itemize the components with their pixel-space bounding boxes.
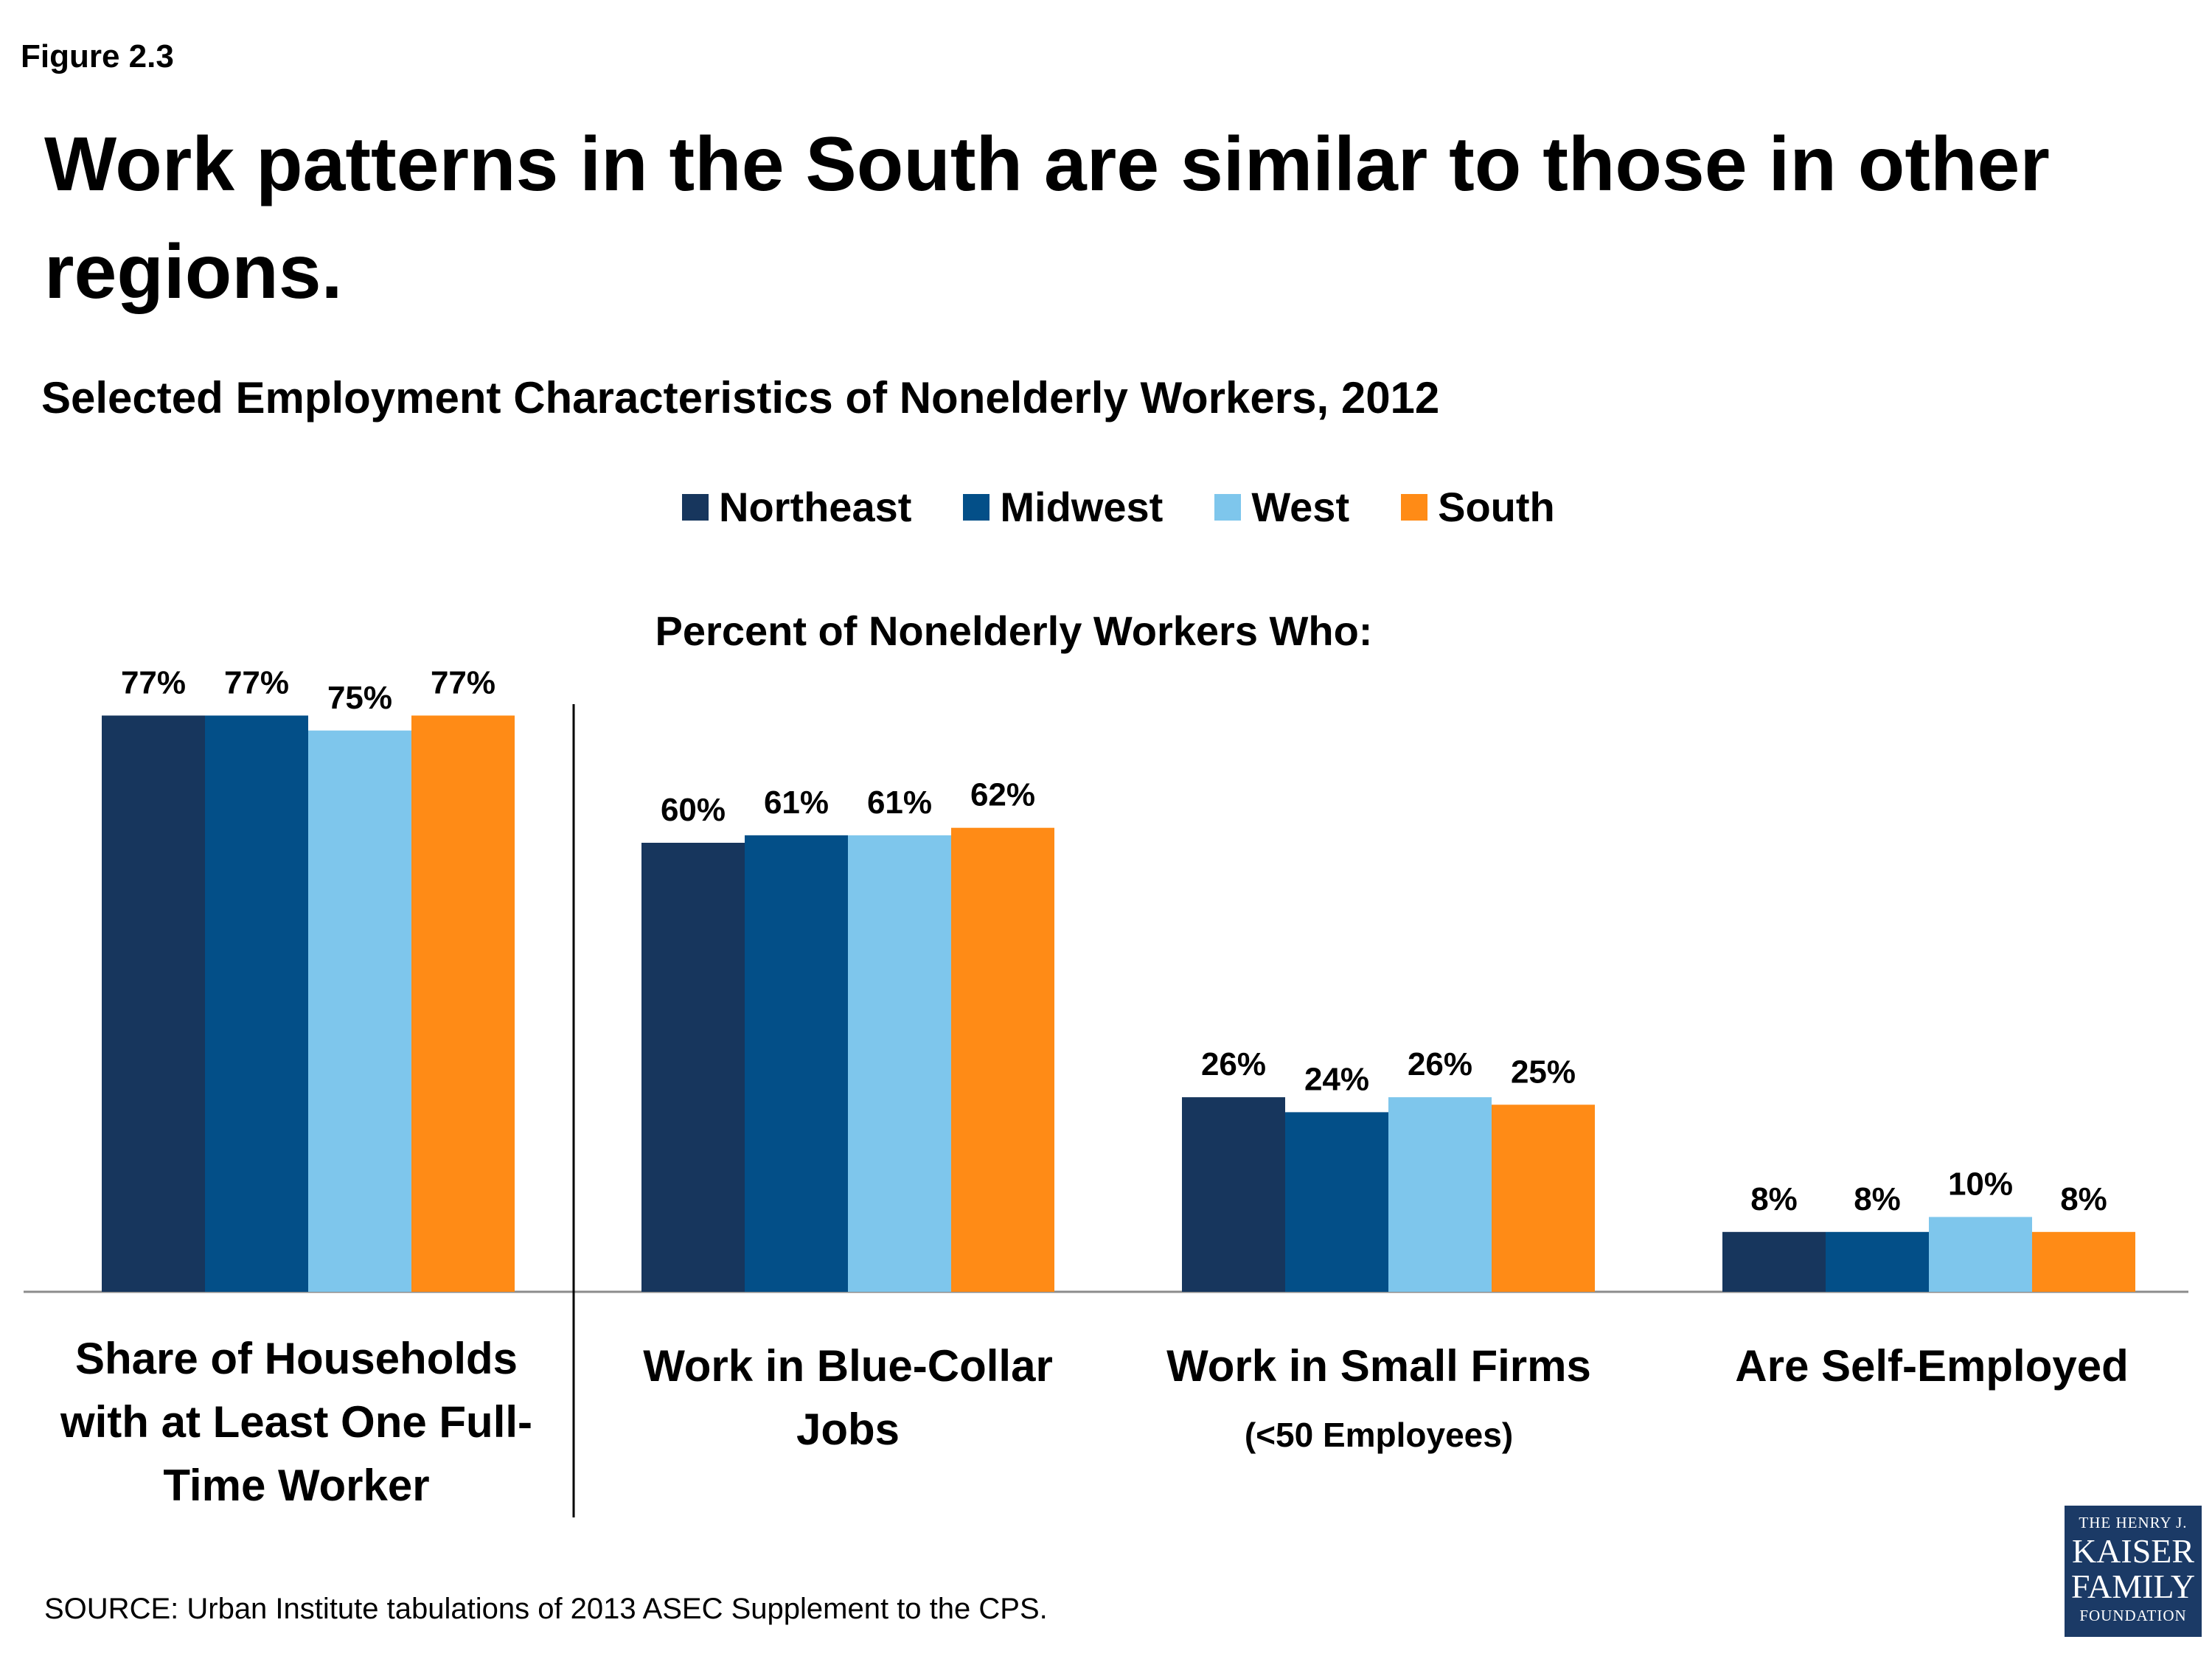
- bar-south-4: [2032, 1231, 2135, 1292]
- legend-label: West: [1251, 484, 1350, 530]
- bar-midwest-2: [745, 835, 848, 1292]
- x-tick-label: Are Self-Employed: [1696, 1335, 2168, 1398]
- x-tick-text: Work in Blue-Collar Jobs: [643, 1341, 1053, 1454]
- data-label: 61%: [867, 785, 932, 821]
- chart-title: Selected Employment Characteristics of N…: [41, 373, 1440, 422]
- data-label: 24%: [1304, 1061, 1369, 1097]
- data-label: 25%: [1511, 1054, 1576, 1090]
- bar-west-2: [848, 835, 951, 1292]
- bar-northeast-1: [102, 715, 205, 1292]
- x-tick-text: Share of Households with at Least One Fu…: [60, 1334, 533, 1510]
- bar-west-3: [1388, 1097, 1492, 1292]
- x-tick-text: Are Self-Employed: [1735, 1341, 2129, 1391]
- data-label: 62%: [970, 777, 1035, 813]
- chart-annotation: Percent of Nonelderly Workers Who:: [655, 608, 1373, 654]
- legend-swatch: [1214, 493, 1242, 521]
- legend-label: South: [1438, 484, 1555, 530]
- page-title: Work patterns in the South are similar t…: [44, 122, 2050, 315]
- bar-midwest-1: [205, 715, 308, 1292]
- logo-line: KAISER: [2071, 1532, 2195, 1570]
- data-label: 10%: [1948, 1166, 2013, 1203]
- x-tick-label: Work in Blue-Collar Jobs: [612, 1335, 1084, 1461]
- legend-swatch: [963, 493, 990, 521]
- bar-northeast-4: [1722, 1231, 1826, 1292]
- bar-south-2: [951, 827, 1054, 1292]
- legend-label: Midwest: [1000, 484, 1164, 530]
- bar-northeast-3: [1182, 1097, 1285, 1292]
- legend-label: Northeast: [719, 484, 912, 530]
- data-label: 77%: [431, 664, 495, 700]
- bar-west-1: [308, 730, 411, 1292]
- x-tick-label: Share of Households with at Least One Fu…: [38, 1327, 554, 1517]
- legend-item: West: [1214, 483, 1349, 531]
- bar-midwest-4: [1826, 1231, 1929, 1292]
- legend-swatch: [1401, 493, 1428, 521]
- x-tick-label: Work in Small Firms (<50 Employees): [1135, 1335, 1622, 1472]
- data-label: 26%: [1201, 1046, 1266, 1082]
- data-label: 60%: [661, 792, 726, 828]
- data-label: 75%: [327, 680, 392, 716]
- logo-line: FOUNDATION: [2079, 1607, 2187, 1624]
- bar-midwest-3: [1285, 1112, 1388, 1292]
- data-label: 77%: [224, 664, 289, 700]
- bar-south-1: [411, 715, 515, 1292]
- x-tick-subtext: (<50 Employees): [1244, 1416, 1514, 1454]
- source-note: SOURCE: Urban Institute tabulations of 2…: [44, 1593, 1048, 1625]
- x-tick-text: Work in Small Firms: [1166, 1341, 1591, 1391]
- legend-item: Midwest: [963, 483, 1163, 531]
- bar-south-3: [1492, 1105, 1595, 1292]
- data-label: 8%: [1854, 1181, 1901, 1217]
- legend-item: South: [1401, 483, 1555, 531]
- data-label: 8%: [2060, 1181, 2107, 1217]
- chart-legend: Northeast Midwest West South: [682, 483, 1607, 531]
- figure-label: Figure 2.3: [21, 38, 174, 74]
- data-label: 8%: [1750, 1181, 1798, 1217]
- data-label: 77%: [121, 664, 186, 700]
- logo-line: FAMILY: [2070, 1568, 2196, 1605]
- data-label: 61%: [764, 785, 829, 821]
- kff-logo: THE HENRY J. KAISER FAMILY FOUNDATION: [2065, 1506, 2202, 1637]
- legend-item: Northeast: [682, 483, 911, 531]
- logo-line: THE HENRY J.: [2079, 1514, 2188, 1531]
- bar-northeast-2: [641, 843, 745, 1292]
- legend-swatch: [682, 493, 709, 521]
- bar-west-4: [1929, 1217, 2032, 1292]
- data-label: 26%: [1408, 1046, 1472, 1082]
